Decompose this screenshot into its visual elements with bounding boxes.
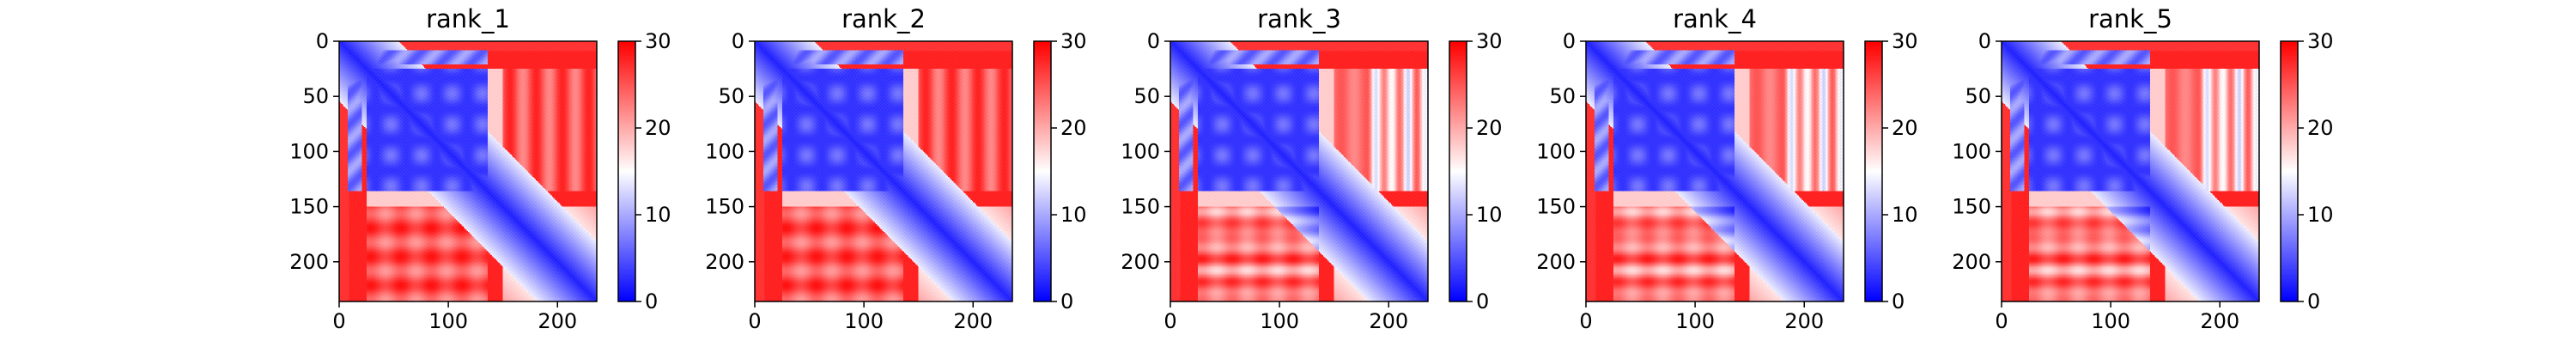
x-tick-label: 200 bbox=[538, 309, 577, 333]
y-tick-label: 50 bbox=[302, 84, 329, 108]
colorbar-tick-label: 10 bbox=[645, 203, 671, 227]
panel-title: rank_1 bbox=[426, 4, 510, 33]
y-tick-label: 0 bbox=[732, 29, 744, 53]
colorbar-tick-label: 10 bbox=[2307, 203, 2334, 227]
colorbar-tick-label: 10 bbox=[1060, 203, 1087, 227]
colorbar-tick-label: 0 bbox=[1060, 289, 1073, 314]
colorbar-gradient bbox=[618, 41, 635, 301]
heatmap-panel-2: rank_2 0 100 200 0 50 100 150 200 0 10 20 30 bbox=[705, 4, 1086, 333]
heatmap-image bbox=[1170, 41, 1428, 301]
heatmap-panel-1: rank_1 0 100 200 0 50 100 150 200 0 10 20 30 bbox=[289, 4, 671, 333]
x-tick-label: 100 bbox=[1675, 309, 1715, 333]
x-tick-label: 100 bbox=[1260, 309, 1299, 333]
y-tick-label: 200 bbox=[1952, 250, 1991, 274]
y-tick-label: 200 bbox=[705, 250, 744, 274]
x-tick-label: 200 bbox=[1369, 309, 1408, 333]
y-tick-label: 150 bbox=[1952, 195, 1991, 219]
y-tick-label: 0 bbox=[1147, 29, 1160, 53]
colorbar-gradient bbox=[1449, 41, 1467, 301]
colorbar-tick-label: 0 bbox=[645, 289, 658, 314]
colorbar-tick-label: 30 bbox=[1060, 29, 1087, 53]
colorbar-tick-label: 20 bbox=[645, 116, 671, 140]
colorbar-tick-label: 30 bbox=[2307, 29, 2334, 53]
axes-frame bbox=[1585, 40, 1844, 302]
heatmap-image bbox=[1586, 41, 1844, 301]
panel-title: rank_4 bbox=[1673, 4, 1757, 33]
colorbar-gradient bbox=[2281, 41, 2298, 301]
x-tick-label: 0 bbox=[1579, 309, 1592, 333]
colorbar-gradient bbox=[1034, 41, 1051, 301]
y-tick-label: 100 bbox=[289, 139, 329, 163]
y-tick-label: 100 bbox=[705, 139, 744, 163]
y-tick-label: 200 bbox=[289, 250, 329, 274]
x-tick-label: 100 bbox=[2091, 309, 2130, 333]
axes-frame bbox=[2001, 40, 2260, 302]
x-tick-label: 100 bbox=[428, 309, 468, 333]
colorbar-gradient bbox=[1865, 41, 1882, 301]
colorbar-tick-label: 20 bbox=[1060, 116, 1087, 140]
y-tick-label: 0 bbox=[1563, 29, 1576, 53]
y-tick-label: 0 bbox=[1978, 29, 1991, 53]
y-tick-label: 100 bbox=[1536, 139, 1576, 163]
y-tick-label: 50 bbox=[1133, 84, 1160, 108]
colorbar-frame bbox=[1864, 40, 1883, 302]
y-tick-label: 50 bbox=[718, 84, 744, 108]
x-tick-label: 0 bbox=[332, 309, 345, 333]
heatmap-panel-5: rank_5 0 100 200 0 50 100 150 200 0 10 20 30 bbox=[1952, 4, 2333, 333]
colorbar-tick-label: 0 bbox=[1892, 289, 1905, 314]
y-tick-label: 50 bbox=[1549, 84, 1576, 108]
axes-frame bbox=[338, 40, 598, 302]
y-tick-label: 200 bbox=[1121, 250, 1160, 274]
panel-title: rank_3 bbox=[1257, 4, 1341, 33]
panel-title: rank_5 bbox=[2088, 4, 2172, 33]
colorbar-tick-label: 20 bbox=[1476, 116, 1503, 140]
colorbar-tick-label: 0 bbox=[1476, 289, 1489, 314]
y-tick-label: 200 bbox=[1536, 250, 1576, 274]
x-tick-label: 100 bbox=[844, 309, 884, 333]
x-tick-label: 200 bbox=[2200, 309, 2239, 333]
x-tick-label: 0 bbox=[1995, 309, 2008, 333]
axes-frame bbox=[754, 40, 1013, 302]
x-tick-label: 200 bbox=[1784, 309, 1824, 333]
y-tick-label: 150 bbox=[289, 195, 329, 219]
heatmap-panel-4: rank_4 0 100 200 0 50 100 150 200 0 10 20 30 bbox=[1536, 4, 1917, 333]
y-tick-label: 150 bbox=[705, 195, 744, 219]
heatmap-panel-3: rank_3 0 100 200 0 50 100 150 200 0 10 20 30 bbox=[1121, 4, 1502, 333]
colorbar-frame bbox=[1449, 40, 1467, 302]
y-tick-label: 150 bbox=[1536, 195, 1576, 219]
colorbar-tick-label: 30 bbox=[645, 29, 671, 53]
x-tick-label: 200 bbox=[953, 309, 993, 333]
colorbar-frame bbox=[2280, 40, 2299, 302]
y-tick-label: 150 bbox=[1121, 195, 1160, 219]
colorbar-tick-label: 0 bbox=[2307, 289, 2320, 314]
colorbar-frame bbox=[617, 40, 636, 302]
y-tick-label: 0 bbox=[316, 29, 329, 53]
colorbar-tick-label: 10 bbox=[1476, 203, 1503, 227]
colorbar-tick-label: 20 bbox=[2307, 116, 2334, 140]
heatmap-image bbox=[755, 41, 1012, 301]
colorbar-frame bbox=[1033, 40, 1052, 302]
x-tick-label: 0 bbox=[748, 309, 761, 333]
y-tick-label: 100 bbox=[1952, 139, 1991, 163]
heatmap-image bbox=[339, 41, 597, 301]
colorbar-tick-label: 30 bbox=[1476, 29, 1503, 53]
colorbar-tick-label: 30 bbox=[1892, 29, 1918, 53]
colorbar-tick-label: 10 bbox=[1892, 203, 1918, 227]
y-tick-label: 100 bbox=[1121, 139, 1160, 163]
colorbar-tick-label: 20 bbox=[1892, 116, 1918, 140]
x-tick-label: 0 bbox=[1163, 309, 1176, 333]
axes-frame bbox=[1170, 40, 1429, 302]
panel-title: rank_2 bbox=[841, 4, 926, 33]
heatmap-image bbox=[2002, 41, 2259, 301]
y-tick-label: 50 bbox=[1965, 84, 1991, 108]
